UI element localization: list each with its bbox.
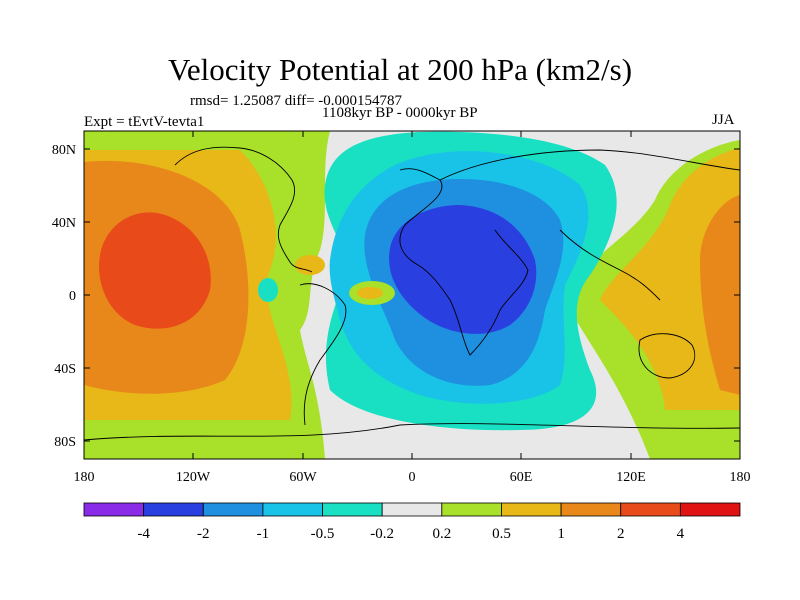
period-label: 1108kyr BP - 0000kyr BP — [322, 105, 478, 121]
coastline-australia — [638, 333, 696, 379]
colorbar-level-label: -0.5 — [311, 526, 335, 542]
colorbar-level-label: -0.2 — [370, 526, 394, 542]
x-tick-label: 60E — [510, 470, 533, 485]
colorbar: -4 -2 -1 -0.5 -0.2 0.2 0.5 1 2 4 — [83, 502, 741, 542]
coastline-north-america — [174, 146, 313, 273]
x-tick-label: 180 — [74, 470, 95, 485]
coastline-south-america — [299, 283, 347, 426]
field-pacific-blob — [258, 278, 278, 302]
colorbar-swatch — [143, 502, 204, 517]
colorbar-swatch — [679, 502, 741, 517]
colorbar-swatch — [501, 502, 562, 517]
x-tick-label: 120W — [176, 470, 211, 485]
field-eastpac-orange — [700, 195, 740, 395]
colorbar-level-label: -4 — [137, 526, 150, 542]
y-tick-label: 40S — [54, 362, 76, 377]
y-tick-label: 0 — [69, 289, 76, 304]
colorbar-swatch — [202, 502, 264, 517]
y-tick-label: 80S — [54, 435, 76, 450]
plot-title: Velocity Potential at 200 hPa (km2/s) — [167, 52, 633, 87]
colorbar-level-label: 1 — [557, 526, 565, 542]
x-tick-label: 180 — [730, 470, 751, 485]
x-tick-label: 0 — [409, 470, 416, 485]
field-atlantic-blob-gold — [357, 287, 383, 299]
coastline-europe-africa — [399, 168, 529, 356]
colorbar-swatch — [381, 502, 443, 517]
x-tick-marks — [83, 131, 741, 459]
colorbar-level-label: 0.5 — [492, 526, 511, 542]
colorbar-swatch — [262, 502, 323, 517]
season-label: JJA — [712, 112, 735, 128]
colorbar-swatch — [620, 502, 681, 517]
colorbar-swatch — [83, 502, 145, 517]
x-tick-label: 120E — [616, 470, 646, 485]
colorbar-level-label: 2 — [617, 526, 625, 542]
coastline-asia — [439, 149, 740, 301]
y-tick-label: 80N — [52, 143, 76, 158]
y-tick-label: 40N — [52, 216, 76, 231]
colorbar-swatch — [560, 502, 622, 517]
field-atlantic-darkblue — [389, 205, 537, 334]
coastlines — [84, 146, 740, 441]
colorbar-swatch — [322, 502, 383, 517]
colorbar-level-label: 4 — [677, 526, 685, 542]
colorbar-swatch — [441, 502, 502, 517]
velocity-potential-field — [84, 131, 740, 459]
experiment-label: Expt = tEvtV-tevta1 — [84, 114, 205, 130]
colorbar-level-label: 0.2 — [432, 526, 451, 542]
field-pacific-red — [99, 212, 211, 329]
coastline-antarctica — [84, 423, 740, 441]
field-caribbean-blob — [295, 255, 325, 275]
colorbar-level-label: -1 — [257, 526, 270, 542]
y-tick-marks — [84, 148, 740, 442]
x-tick-label: 60W — [289, 470, 317, 485]
colorbar-level-label: -2 — [197, 526, 210, 542]
stats-label: rmsd= 1.25087 diff= -0.000154787 — [190, 93, 403, 109]
field-eastpac-gold — [600, 148, 740, 410]
